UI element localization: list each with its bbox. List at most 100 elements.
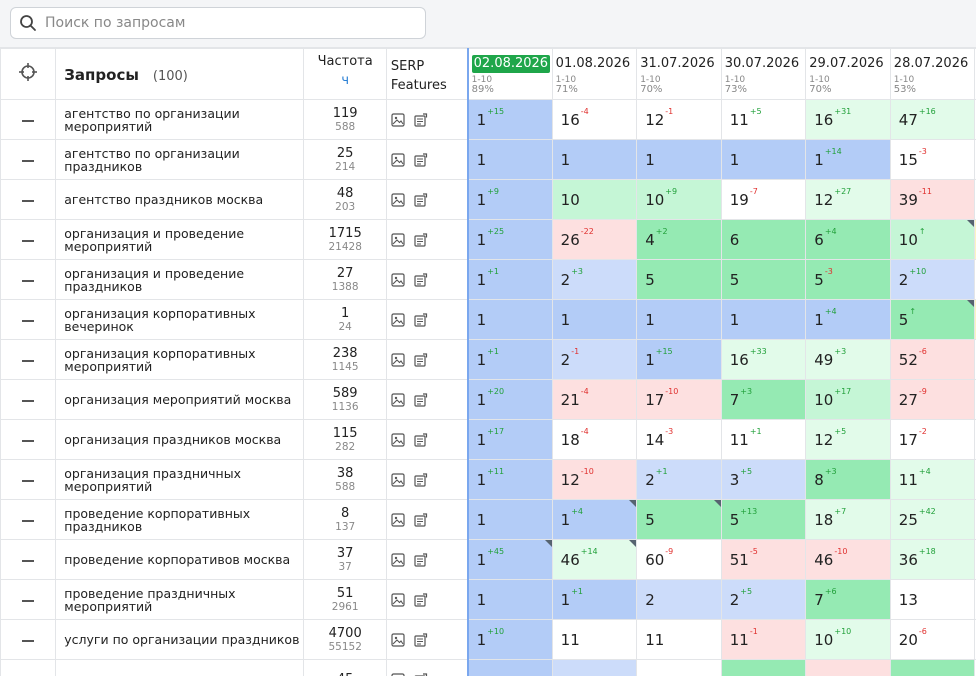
- frequency-header-title[interactable]: Частота: [318, 54, 373, 69]
- row-toggle-cell[interactable]: [1, 180, 56, 220]
- query-cell[interactable]: организация корпоративных вечеринок: [56, 300, 304, 340]
- position-cell[interactable]: 14-3: [637, 420, 722, 460]
- query-text[interactable]: проведение корпоративных праздников: [56, 507, 303, 533]
- table-row[interactable]: организация корпоративных мероприятий238…: [1, 340, 976, 380]
- date-column-header[interactable]: 02.08.20261-1089%: [468, 49, 553, 100]
- position-cell[interactable]: 1+11: [468, 460, 553, 500]
- position-cell[interactable]: 1+4: [806, 300, 891, 340]
- position-cell[interactable]: 2+3: [552, 260, 637, 300]
- image-feature-icon[interactable]: [391, 473, 405, 487]
- position-cell[interactable]: 7+3: [721, 380, 806, 420]
- position-cell[interactable]: 5: [721, 260, 806, 300]
- date-label[interactable]: 01.08.2026: [556, 55, 630, 73]
- date-label[interactable]: 28.07.2026: [894, 55, 968, 73]
- image-feature-icon[interactable]: [391, 353, 405, 367]
- query-text[interactable]: агентство праздников москва: [56, 193, 303, 206]
- snippet-feature-icon[interactable]: [413, 153, 428, 167]
- position-cell[interactable]: 21-4: [552, 380, 637, 420]
- query-text[interactable]: проведение корпоративов москва: [56, 553, 303, 566]
- position-cell[interactable]: 39-11: [890, 180, 975, 220]
- query-text[interactable]: проведение праздничных мероприятий: [56, 587, 303, 613]
- position-cell[interactable]: 10+17: [806, 380, 891, 420]
- position-cell[interactable]: 51-5: [721, 540, 806, 580]
- table-row[interactable]: услуги по организации праздников47005515…: [1, 620, 976, 660]
- position-cell[interactable]: 27-9: [890, 380, 975, 420]
- snippet-feature-icon[interactable]: [413, 433, 428, 447]
- position-cell[interactable]: 4+2: [637, 220, 722, 260]
- minus-icon[interactable]: [22, 600, 34, 602]
- row-toggle-cell[interactable]: [1, 580, 56, 620]
- position-cell[interactable]: 1+10: [468, 620, 553, 660]
- position-cell[interactable]: 18+7: [806, 500, 891, 540]
- query-cell[interactable]: организация праздников москва: [56, 420, 304, 460]
- table-row[interactable]: организация мероприятий москва58911361+2…: [1, 380, 976, 420]
- date-label[interactable]: 31.07.2026: [640, 55, 714, 73]
- snippet-feature-icon[interactable]: [413, 353, 428, 367]
- query-cell[interactable]: агентство по организации праздников: [56, 140, 304, 180]
- position-cell[interactable]: 5↑: [890, 300, 975, 340]
- table-row[interactable]: агентство праздников москва482031+91010+…: [1, 180, 976, 220]
- minus-icon[interactable]: [22, 160, 34, 162]
- position-cell[interactable]: 36+18: [890, 540, 975, 580]
- table-row[interactable]: организация корпоративных вечеринок12411…: [1, 300, 976, 340]
- query-cell[interactable]: организация и проведение мероприятий: [56, 220, 304, 260]
- position-cell[interactable]: 13: [890, 580, 975, 620]
- minus-icon[interactable]: [22, 440, 34, 442]
- snippet-feature-icon[interactable]: [413, 633, 428, 647]
- minus-icon[interactable]: [22, 520, 34, 522]
- query-cell[interactable]: проведение корпоративных праздников: [56, 500, 304, 540]
- row-toggle-cell[interactable]: [1, 660, 56, 676]
- row-toggle-cell[interactable]: [1, 220, 56, 260]
- position-cell[interactable]: 10↑: [890, 220, 975, 260]
- target-header-cell[interactable]: [1, 49, 56, 100]
- image-feature-icon[interactable]: [391, 113, 405, 127]
- image-feature-icon[interactable]: [391, 313, 405, 327]
- position-cell[interactable]: 3+5: [721, 460, 806, 500]
- position-cell[interactable]: 16-4: [552, 100, 637, 140]
- date-column-header[interactable]: 28.07.20261-1053%: [890, 49, 975, 100]
- query-cell[interactable]: услуги по организации праздников: [56, 620, 304, 660]
- position-cell[interactable]: 20-6: [890, 620, 975, 660]
- position-cell[interactable]: 6+4: [806, 220, 891, 260]
- row-toggle-cell[interactable]: [1, 420, 56, 460]
- position-cell[interactable]: 1: [468, 140, 553, 180]
- position-cell[interactable]: 19-7: [721, 180, 806, 220]
- position-cell[interactable]: 46-10: [806, 540, 891, 580]
- position-cell[interactable]: 12+27: [806, 180, 891, 220]
- snippet-feature-icon[interactable]: [413, 673, 428, 676]
- snippet-feature-icon[interactable]: [413, 113, 428, 127]
- minus-icon[interactable]: [22, 360, 34, 362]
- position-cell[interactable]: [468, 660, 553, 676]
- query-text[interactable]: агентство по организации праздников: [56, 147, 303, 173]
- position-cell[interactable]: 17-10: [637, 380, 722, 420]
- table-row[interactable]: организация и проведение мероприятий1715…: [1, 220, 976, 260]
- position-cell[interactable]: 1+20: [468, 380, 553, 420]
- table-row[interactable]: организация праздничных мероприятий38588…: [1, 460, 976, 500]
- position-cell[interactable]: 17-2: [890, 420, 975, 460]
- image-feature-icon[interactable]: [391, 433, 405, 447]
- position-cell[interactable]: 1: [468, 300, 553, 340]
- position-cell[interactable]: 5+13: [721, 500, 806, 540]
- query-cell[interactable]: [56, 660, 304, 676]
- table-row[interactable]: 45: [1, 660, 976, 676]
- search-input[interactable]: [43, 14, 407, 32]
- position-cell[interactable]: 60-9: [637, 540, 722, 580]
- position-cell[interactable]: 46+14: [552, 540, 637, 580]
- query-text[interactable]: агентство по организации мероприятий: [56, 107, 303, 133]
- position-cell[interactable]: 49+3: [806, 340, 891, 380]
- image-feature-icon[interactable]: [391, 553, 405, 567]
- position-cell[interactable]: 1: [637, 140, 722, 180]
- snippet-feature-icon[interactable]: [413, 473, 428, 487]
- row-toggle-cell[interactable]: [1, 540, 56, 580]
- query-header-title[interactable]: Запросы: [64, 66, 139, 84]
- minus-icon[interactable]: [22, 320, 34, 322]
- position-cell[interactable]: 1+9: [468, 180, 553, 220]
- query-header[interactable]: Запросы(100): [56, 49, 304, 100]
- snippet-feature-icon[interactable]: [413, 393, 428, 407]
- position-cell[interactable]: [890, 660, 975, 676]
- position-cell[interactable]: 5-3: [806, 260, 891, 300]
- row-toggle-cell[interactable]: [1, 140, 56, 180]
- position-cell[interactable]: 1: [552, 140, 637, 180]
- position-cell[interactable]: 11+4: [890, 460, 975, 500]
- query-cell[interactable]: агентство по организации мероприятий: [56, 100, 304, 140]
